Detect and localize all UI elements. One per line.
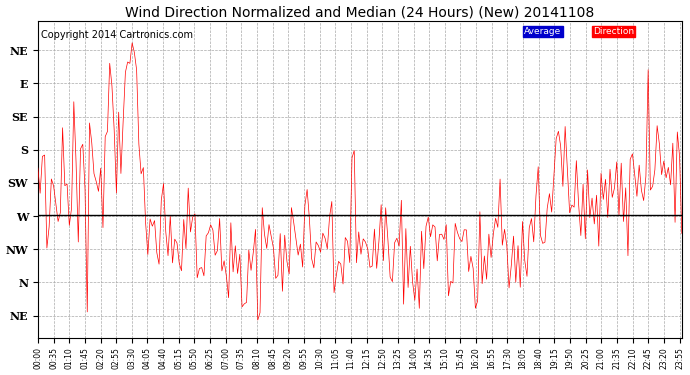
Text: Average: Average (524, 27, 561, 36)
Text: Direction: Direction (593, 27, 634, 36)
Title: Wind Direction Normalized and Median (24 Hours) (New) 20141108: Wind Direction Normalized and Median (24… (125, 6, 595, 20)
Text: Copyright 2014 Cartronics.com: Copyright 2014 Cartronics.com (41, 30, 193, 40)
